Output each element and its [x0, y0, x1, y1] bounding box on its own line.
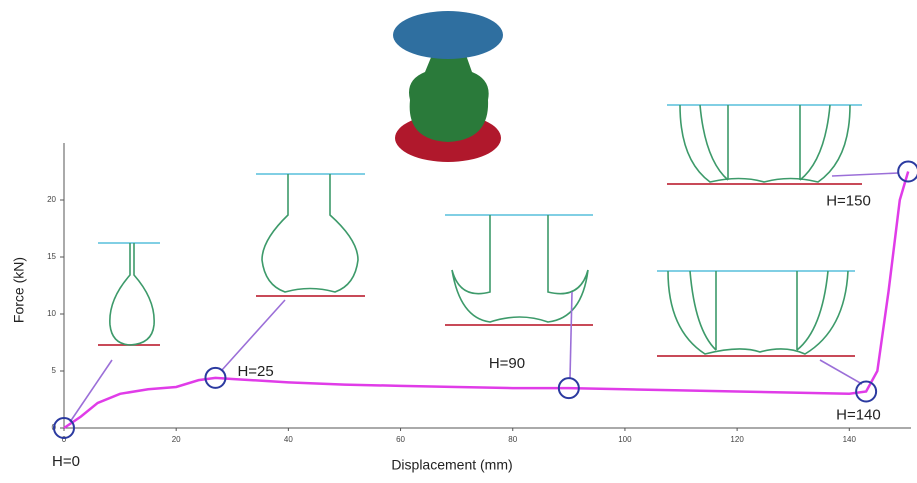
annotation-label: H=90: [489, 355, 525, 372]
x-tick-label: 20: [172, 435, 181, 444]
model: [393, 11, 503, 162]
annotation-label: H=0: [52, 453, 80, 470]
y-tick-label: 10: [47, 309, 56, 318]
x-tick-label: 100: [618, 435, 632, 444]
x-tick-label: 80: [508, 435, 517, 444]
y-tick-label: 20: [47, 195, 56, 204]
x-tick-label: 0: [62, 435, 67, 444]
y-tick-label: 5: [52, 366, 57, 375]
x-tick-label: 60: [396, 435, 405, 444]
x-tick-label: 40: [284, 435, 293, 444]
y-tick-label: 15: [47, 252, 56, 261]
line: [64, 172, 908, 429]
x-tick-label: 140: [843, 435, 857, 444]
annotation-label: H=150: [826, 192, 871, 209]
y-axis-label: Force (kN): [11, 257, 27, 323]
annotation-label: H=25: [237, 363, 273, 380]
chart: Displacement (mm) Force (kN) 0 20 40 60 80 10…: [0, 0, 917, 478]
x-axis-label: Displacement (mm): [391, 457, 512, 473]
annotation-label: H=140: [836, 406, 881, 423]
arrows: [70, 173, 898, 422]
x-tick-label: 120: [730, 435, 744, 444]
